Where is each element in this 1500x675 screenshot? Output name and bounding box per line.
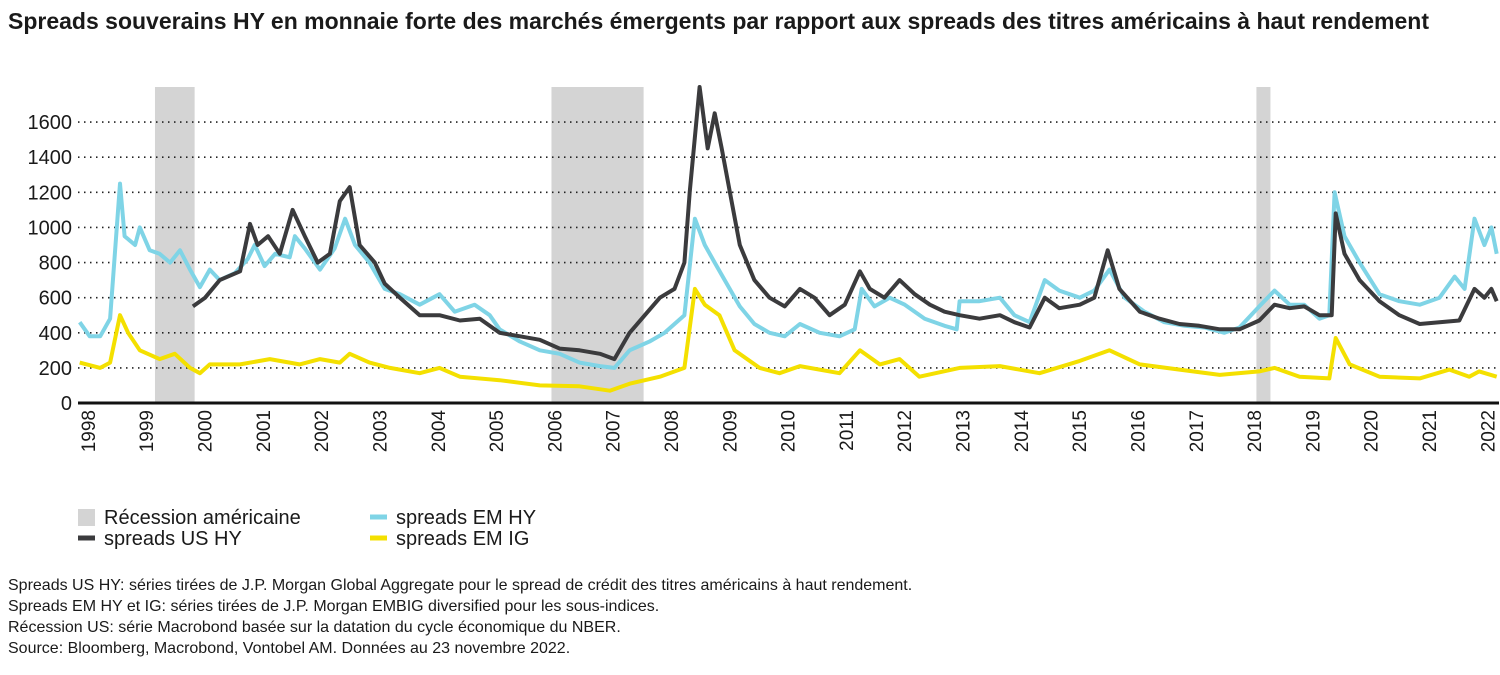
x-tick-label: 2010 <box>779 410 800 452</box>
x-tick-label: 2005 <box>487 410 508 452</box>
x-tick-label: 2019 <box>1303 410 1324 452</box>
x-tick-label: 2022 <box>1478 410 1499 452</box>
x-tick-label: 2009 <box>720 410 741 452</box>
legend-label: Récession américaine <box>104 507 301 529</box>
legend-label: spreads US HY <box>104 528 242 550</box>
x-tick-label: 2013 <box>954 410 975 452</box>
note: Source: Bloomberg, Macrobond, Vontobel A… <box>8 640 571 657</box>
series-line <box>191 85 1499 362</box>
x-tick-label: 1998 <box>79 410 100 452</box>
x-tick-label: 2021 <box>1420 410 1441 452</box>
y-tick-label: 200 <box>39 358 72 380</box>
y-tick-label: 0 <box>61 393 72 415</box>
x-tick-label: 2015 <box>1070 410 1091 452</box>
x-tick-label: 2016 <box>1128 410 1149 452</box>
y-tick-label: 1400 <box>28 147 73 169</box>
x-tick-label: 2002 <box>312 410 333 452</box>
series-line <box>78 181 1499 370</box>
x-tick-label: 2004 <box>429 410 450 453</box>
recession-band <box>1256 87 1271 403</box>
x-tick-label: 2007 <box>604 410 625 452</box>
legend-label: spreads EM HY <box>396 507 536 529</box>
x-tick-label: 2001 <box>254 410 275 452</box>
legend-swatch <box>78 509 95 526</box>
x-tick-label: 2006 <box>545 410 566 452</box>
x-tick-label: 2018 <box>1245 410 1266 452</box>
chart-title: Spreads souverains HY en monnaie forte d… <box>8 8 1429 34</box>
y-tick-label: 400 <box>39 323 72 345</box>
y-tick-label: 600 <box>39 288 72 310</box>
x-tick-label: 1999 <box>137 410 158 452</box>
y-tick-label: 1200 <box>28 182 73 204</box>
y-tick-label: 1600 <box>28 112 73 134</box>
x-tick-label: 2012 <box>895 410 916 452</box>
x-tick-label: 2017 <box>1187 410 1208 452</box>
legend-label: spreads EM IG <box>396 528 529 550</box>
x-tick-label: 2008 <box>662 410 683 452</box>
x-tick-label: 2020 <box>1362 410 1383 452</box>
chart: 0 200 400 600 800 1000 1200 1400 1600 1998 1999 200… <box>28 85 1499 550</box>
note: Récession US: série Macrobond basée sur … <box>8 619 621 636</box>
x-tick-label: 2011 <box>837 410 858 451</box>
note: Spreads US HY: séries tirées de J.P. Mor… <box>8 577 913 594</box>
notes: Spreads US HY: séries tirées de J.P. Mor… <box>8 575 912 659</box>
x-tick-label: 2003 <box>370 410 391 452</box>
recession-band <box>154 87 195 403</box>
x-tick-label: 2000 <box>196 410 217 452</box>
y-tick-label: 1000 <box>28 217 73 239</box>
y-tick-label: 800 <box>39 253 72 275</box>
note: Spreads EM HY et IG: séries tirées de J.… <box>8 598 660 615</box>
series-line <box>79 286 1498 393</box>
x-tick-label: 2014 <box>1012 410 1033 453</box>
